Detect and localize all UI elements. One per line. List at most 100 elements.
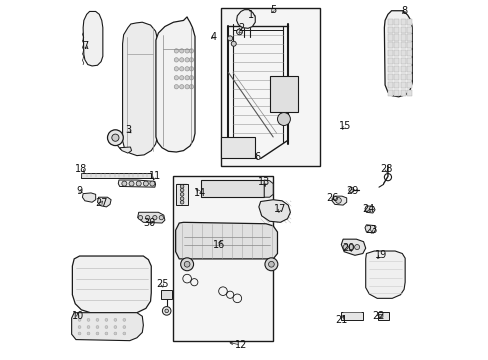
Polygon shape: [83, 12, 102, 66]
Text: 11: 11: [148, 171, 161, 181]
Bar: [407, 82, 411, 88]
Bar: [407, 42, 411, 48]
Polygon shape: [82, 193, 96, 202]
Circle shape: [343, 244, 347, 249]
Text: 4: 4: [210, 32, 217, 41]
Circle shape: [189, 76, 193, 80]
Bar: [407, 66, 411, 72]
Circle shape: [164, 309, 168, 313]
Circle shape: [122, 325, 125, 328]
Bar: [387, 82, 392, 88]
Text: 28: 28: [379, 164, 391, 174]
Text: 12: 12: [234, 340, 246, 350]
Circle shape: [174, 67, 178, 71]
Text: 22: 22: [372, 311, 385, 321]
Text: 30: 30: [143, 218, 155, 228]
Circle shape: [105, 332, 108, 335]
Text: 13: 13: [258, 177, 270, 187]
Text: 1: 1: [247, 10, 253, 20]
Circle shape: [174, 58, 178, 62]
Polygon shape: [122, 22, 158, 156]
Circle shape: [114, 319, 117, 321]
Circle shape: [180, 197, 183, 201]
Bar: [407, 50, 411, 56]
Polygon shape: [331, 196, 346, 205]
Polygon shape: [72, 256, 151, 313]
Bar: [400, 35, 405, 41]
Polygon shape: [364, 206, 374, 213]
Bar: [161, 291, 172, 300]
Bar: [407, 27, 411, 33]
Text: 24: 24: [361, 204, 374, 214]
Circle shape: [122, 319, 125, 321]
Circle shape: [335, 198, 341, 203]
Text: 21: 21: [334, 315, 347, 325]
Bar: [400, 66, 405, 72]
Circle shape: [184, 49, 189, 53]
Bar: [387, 19, 392, 25]
Bar: [400, 74, 405, 80]
Polygon shape: [364, 225, 375, 233]
Circle shape: [264, 258, 277, 271]
Bar: [394, 90, 399, 96]
Circle shape: [152, 216, 157, 220]
Circle shape: [114, 332, 117, 335]
Circle shape: [105, 319, 108, 321]
Text: 25: 25: [156, 279, 168, 289]
Polygon shape: [378, 315, 382, 318]
Circle shape: [174, 49, 178, 53]
Circle shape: [112, 134, 119, 141]
Bar: [394, 42, 399, 48]
Bar: [407, 74, 411, 80]
Polygon shape: [264, 180, 273, 197]
Circle shape: [184, 58, 189, 62]
Circle shape: [180, 185, 183, 188]
Circle shape: [180, 258, 193, 271]
Text: 19: 19: [374, 250, 386, 260]
Circle shape: [174, 85, 178, 89]
Circle shape: [179, 67, 183, 71]
Polygon shape: [384, 11, 411, 97]
Bar: [407, 90, 411, 96]
Bar: [400, 50, 405, 56]
Circle shape: [87, 325, 90, 328]
Text: 2: 2: [237, 23, 244, 33]
Bar: [387, 50, 392, 56]
Circle shape: [184, 261, 190, 267]
Text: 10: 10: [71, 311, 84, 321]
Polygon shape: [236, 10, 255, 28]
Circle shape: [227, 36, 232, 41]
Text: 5: 5: [269, 5, 276, 15]
Bar: [172, 176, 273, 341]
Bar: [269, 76, 298, 112]
Bar: [387, 35, 392, 41]
Circle shape: [189, 58, 193, 62]
Polygon shape: [258, 200, 290, 222]
Bar: [394, 58, 399, 64]
Circle shape: [162, 307, 171, 315]
Bar: [394, 27, 399, 33]
Circle shape: [184, 76, 189, 80]
Polygon shape: [175, 222, 277, 259]
Bar: [201, 180, 264, 197]
Bar: [221, 8, 319, 166]
Circle shape: [231, 41, 236, 46]
Circle shape: [189, 67, 193, 71]
Polygon shape: [137, 212, 164, 223]
Circle shape: [107, 130, 123, 145]
Circle shape: [143, 181, 148, 186]
Text: 14: 14: [193, 188, 205, 198]
Text: 6: 6: [253, 152, 260, 162]
Bar: [394, 50, 399, 56]
Circle shape: [138, 216, 142, 220]
Circle shape: [87, 319, 90, 321]
Circle shape: [136, 181, 141, 186]
Circle shape: [348, 188, 353, 193]
Bar: [377, 312, 388, 320]
Circle shape: [174, 76, 178, 80]
Bar: [387, 42, 392, 48]
Polygon shape: [72, 313, 143, 341]
Circle shape: [277, 113, 290, 126]
Text: 17: 17: [274, 204, 286, 214]
Polygon shape: [97, 197, 111, 207]
